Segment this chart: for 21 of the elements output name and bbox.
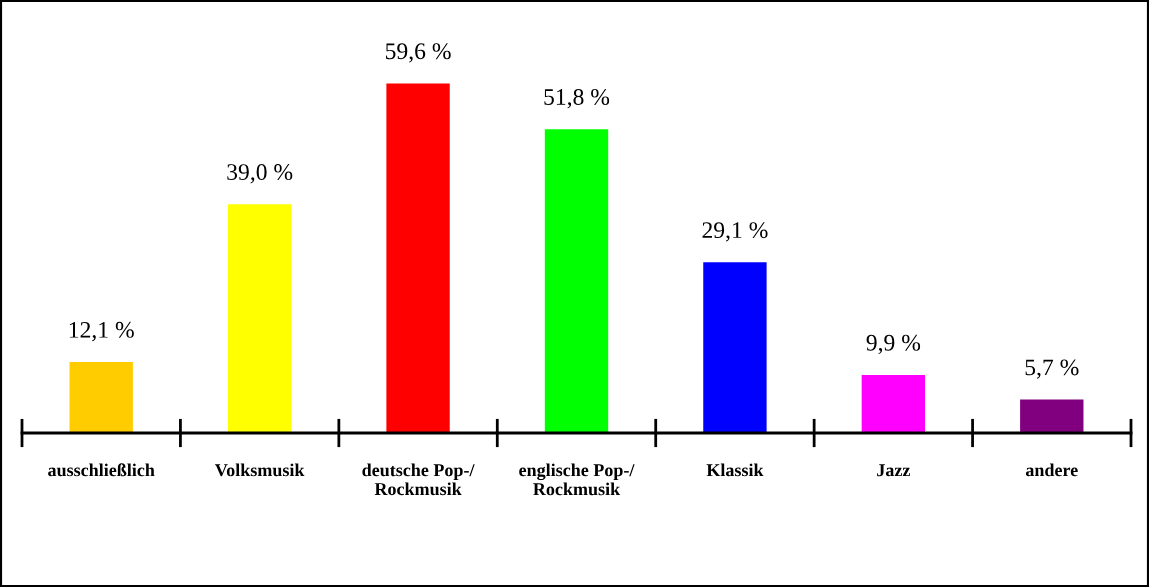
- data-label: 5,7 %: [1025, 359, 1079, 379]
- bar: [69, 362, 133, 433]
- x-tick-label: englische Pop-/ Rockmusik: [519, 463, 635, 496]
- data-label: 59,6 %: [386, 43, 451, 63]
- data-label: 39,0 %: [227, 164, 293, 184]
- bar: [386, 83, 450, 433]
- bar: [227, 204, 292, 433]
- data-label: 12,1 %: [69, 321, 134, 342]
- x-tick-label: andere: [1025, 463, 1078, 477]
- data-label: 9,9 %: [866, 334, 921, 355]
- bar: [703, 262, 767, 433]
- x-tick-label: Jazz: [877, 464, 910, 477]
- bar: [544, 129, 609, 433]
- x-tick-label: Volksmusik: [215, 463, 305, 477]
- x-tick-label: deutsche Pop-/ Rockmusik: [362, 463, 475, 496]
- x-tick-label: Klassik: [706, 463, 764, 477]
- bar: [1020, 399, 1084, 433]
- x-tick-label: ausschließlich: [48, 463, 155, 477]
- bar: [861, 374, 926, 433]
- data-label: 29,1 %: [702, 222, 768, 242]
- data-label: 51,8 %: [544, 88, 610, 109]
